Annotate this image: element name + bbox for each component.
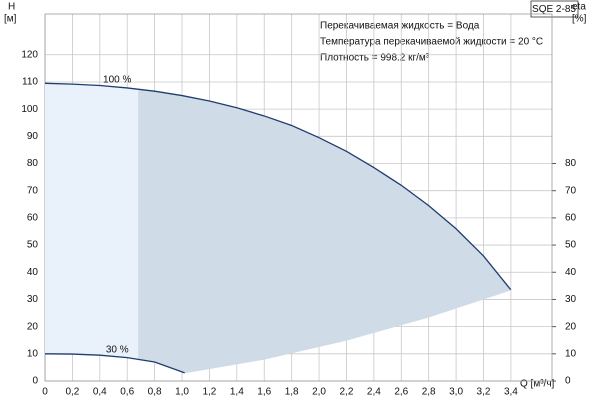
annotation: Плотность = 998.2 кг/м³ — [320, 53, 430, 64]
x-tick-label: 0,6 — [120, 387, 134, 398]
chart-title: SQE 2-85 — [532, 4, 576, 15]
y-tick-label: 90 — [27, 131, 39, 142]
x-tick-label: 1,2 — [202, 387, 216, 398]
x-tick-label: 2,8 — [422, 387, 436, 398]
y-tick-label: 120 — [21, 49, 38, 60]
y-tick-label: 30 — [27, 294, 39, 305]
x-tick-label: 1,4 — [230, 387, 244, 398]
y-tick-label: 70 — [27, 185, 39, 196]
x-tick-label: 2,6 — [394, 387, 408, 398]
y-axis-unit: [м] — [4, 14, 17, 25]
y-axis-label: H — [8, 2, 15, 13]
x-tick-label: 3,0 — [449, 387, 463, 398]
curve-label: 30 % — [106, 344, 129, 355]
x-tick-label: 0,4 — [93, 387, 107, 398]
curve — [184, 289, 512, 374]
y2-tick-label: 70 — [565, 185, 577, 196]
x-tick-label: 2,2 — [340, 387, 354, 398]
y-tick-label: 0 — [32, 376, 38, 387]
x-tick-label: 3,4 — [504, 387, 518, 398]
curve-label: 100 % — [103, 75, 131, 86]
x-tick-label: 3,2 — [477, 387, 491, 398]
y2-tick-label: 80 — [565, 158, 577, 169]
x-tick-label: 0,8 — [148, 387, 162, 398]
y2-tick-label: 20 — [565, 321, 577, 332]
x-tick-label: 1,8 — [285, 387, 299, 398]
range-fill-dark — [138, 89, 511, 373]
y2-tick-label: 0 — [565, 376, 571, 387]
y2-tick-label: 50 — [565, 240, 577, 251]
x-tick-label: 2,4 — [367, 387, 381, 398]
y2-axis-label: eta — [572, 2, 586, 13]
x-tick-label: 1,6 — [257, 387, 271, 398]
x-tick-label: 2,0 — [312, 387, 326, 398]
curve — [44, 353, 185, 374]
y-tick-label: 60 — [27, 213, 39, 224]
y2-tick-label: 40 — [565, 267, 577, 278]
x-tick-label: 0,2 — [65, 387, 79, 398]
annotation: Температура перекачиваемой жидкости = 20… — [320, 37, 543, 48]
curve — [44, 82, 512, 291]
y-tick-label: 10 — [27, 348, 39, 359]
x-tick-label: 0 — [42, 387, 48, 398]
y-tick-label: 50 — [27, 240, 39, 251]
y-tick-label: 110 — [22, 77, 38, 88]
y-tick-label: 20 — [27, 321, 39, 332]
x-tick-label: 1,0 — [175, 387, 189, 398]
y-tick-label: 80 — [27, 158, 39, 169]
y-tick-label: 40 — [27, 267, 39, 278]
y-tick-label: 100 — [21, 104, 38, 115]
title-box — [530, 0, 579, 18]
y2-tick-label: 60 — [565, 213, 577, 224]
y2-axis-unit: [%] — [572, 14, 587, 25]
y2-tick-label: 10 — [565, 348, 577, 359]
y2-tick-label: 30 — [565, 294, 577, 305]
x-axis-label: Q [м³/ч] — [520, 379, 555, 390]
annotation: Перекачиваемая жидкость = Вода — [320, 21, 480, 32]
